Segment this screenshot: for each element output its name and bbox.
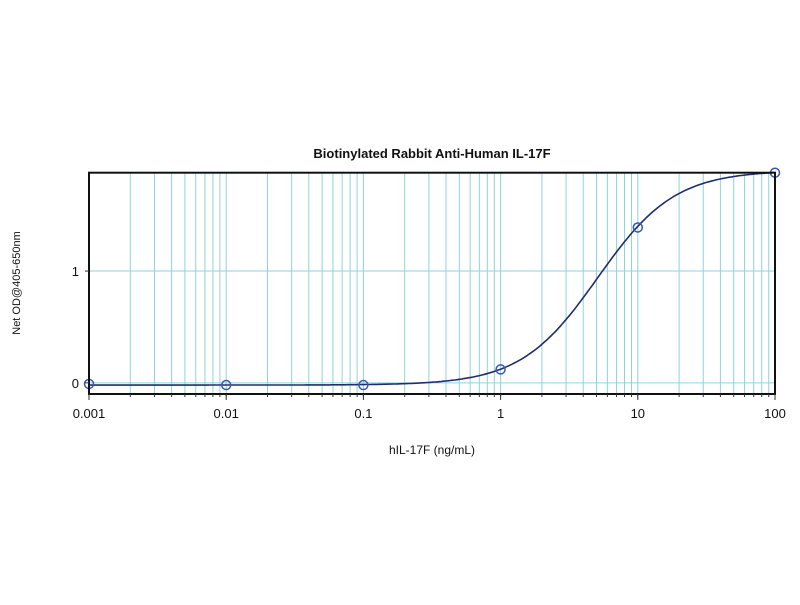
x-tick-label: 0.1 [354,406,372,421]
x-tick-label: 1 [497,406,504,421]
gridlines [89,172,775,394]
x-tick-label: 0.01 [214,406,239,421]
data-points [83,167,781,391]
data-point [358,379,369,391]
x-tick-label: 100 [764,406,786,421]
axis-ticks: 0 1 0.001 0.01 0.1 1 10 100 [72,264,786,421]
plot-frame [88,171,776,395]
x-axis-label: hIL-17F (ng/mL) [389,443,475,457]
y-tick-label: 0 [72,376,79,391]
data-point [495,364,506,375]
data-point [220,379,232,391]
x-tick-label: 10 [631,406,645,421]
chart-title: Biotinylated Rabbit Anti-Human IL-17F [313,146,550,161]
y-axis-label: Net OD@405-650nm [11,231,23,335]
data-point [632,222,644,233]
y-tick-label: 1 [72,264,79,279]
x-tick-label: 0.001 [73,406,106,421]
fit-curve [89,171,775,386]
